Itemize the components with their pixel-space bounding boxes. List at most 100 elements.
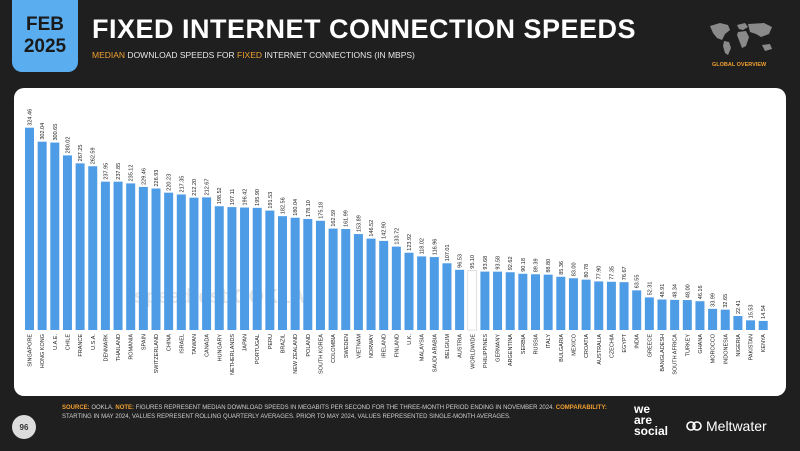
category-label: TURKEY xyxy=(685,334,691,357)
chart-bar xyxy=(278,216,287,330)
chart-bar xyxy=(695,301,705,330)
chart-bar xyxy=(189,197,199,330)
bar-value-label: 196.42 xyxy=(243,189,249,206)
bar-value-label: 182.56 xyxy=(281,197,287,214)
category-label: BELGIUM xyxy=(445,334,451,359)
bar-value-label: 220.23 xyxy=(167,174,173,191)
category-label: CHINA xyxy=(167,334,173,351)
category-label: SERBIA xyxy=(521,334,527,355)
chart-bar xyxy=(62,155,72,330)
chart-bar xyxy=(758,320,768,330)
bar-value-label: 92.62 xyxy=(508,256,514,270)
note-label: NOTE: xyxy=(115,405,135,411)
date-badge: FEB 2025 xyxy=(12,0,78,72)
chart-bar xyxy=(455,269,465,330)
category-label: COLOMBIA xyxy=(331,334,337,363)
category-label: PAKISTAN xyxy=(749,334,755,360)
chart-bar xyxy=(37,141,47,330)
subtitle-text-1: DOWNLOAD SPEEDS FOR xyxy=(125,50,237,60)
bar-value-label: 212.67 xyxy=(205,179,211,196)
bar-value-label: 229.46 xyxy=(141,168,147,185)
chart-bar xyxy=(151,188,161,330)
category-label: AUSTRALIA xyxy=(597,334,603,365)
category-label: IRELAND xyxy=(382,334,388,358)
category-label: NIGERIA xyxy=(736,334,742,357)
chart-bar xyxy=(568,278,578,330)
chart-bar xyxy=(442,263,452,330)
comparability-label: COMPARABILITY: xyxy=(555,405,607,411)
chart-bar xyxy=(606,281,616,330)
bar-value-label: 32.65 xyxy=(723,294,729,308)
category-label: ISRAEL xyxy=(179,334,185,354)
bar-value-label: 153.89 xyxy=(356,215,362,232)
page-title: FIXED INTERNET CONNECTION SPEEDS xyxy=(92,14,637,44)
chart-bar xyxy=(556,276,566,330)
chart-bar xyxy=(75,163,85,330)
chart-bar xyxy=(746,320,756,330)
category-label: POLAND xyxy=(306,334,312,357)
bar-value-label: 48.34 xyxy=(673,284,679,298)
bar-value-label: 80.78 xyxy=(584,264,590,278)
brand-we: we xyxy=(634,402,651,416)
bar-value-label: 146.52 xyxy=(369,220,375,237)
chart-bar xyxy=(113,181,123,330)
bar-chart: speedtest OOKLA324.46SINGAPORE302.04HONG… xyxy=(25,109,768,375)
bar-value-label: 280.02 xyxy=(65,137,71,154)
category-label: TAIWAN xyxy=(192,334,198,355)
chart-bar xyxy=(733,316,743,330)
bar-value-label: 46.16 xyxy=(698,285,704,299)
chart-bar xyxy=(543,274,553,330)
note-text: FIGURES REPRESENT MEDIAN DOWNLOAD SPEEDS… xyxy=(134,405,556,411)
category-label: SWEDEN xyxy=(344,334,350,358)
category-label: SOUTH AFRICA xyxy=(673,334,679,375)
brand-social: social xyxy=(634,424,669,438)
bar-value-label: 162.59 xyxy=(331,210,337,227)
chart-bar xyxy=(467,270,478,331)
category-label: CZECHIA xyxy=(609,334,615,358)
world-map-icon xyxy=(710,23,772,55)
category-label: GREECE xyxy=(647,334,653,358)
category-label: FRANCE xyxy=(78,334,84,357)
bar-value-label: 48.00 xyxy=(685,284,691,298)
meltwater-icon xyxy=(686,421,702,431)
category-label: SWITZERLAND xyxy=(154,334,160,373)
chart-bar xyxy=(531,274,540,330)
bar-value-label: 237.95 xyxy=(103,163,109,180)
bar-value-label: 89.39 xyxy=(534,258,540,272)
chart-bar xyxy=(25,127,34,330)
category-label: PERU xyxy=(268,334,274,349)
bar-value-label: 237.85 xyxy=(116,163,122,180)
chart-bar xyxy=(328,228,338,330)
category-label: KENYA xyxy=(761,334,767,353)
chart-bar xyxy=(265,210,275,330)
chart-panel: speedtest OOKLA324.46SINGAPORE302.04HONG… xyxy=(14,88,786,396)
bar-value-label: 118.02 xyxy=(420,238,426,254)
chart-bar xyxy=(682,300,692,330)
chart-bar xyxy=(252,207,262,330)
chart-bar xyxy=(164,192,174,330)
category-label: U.A.E. xyxy=(53,334,59,350)
chart-bar xyxy=(594,281,604,330)
category-label: GHANA xyxy=(698,334,704,354)
bar-value-label: 76.67 xyxy=(622,266,628,280)
footer-note: SOURCE: OOKLA. NOTE: FIGURES REPRESENT M… xyxy=(62,404,622,422)
bar-value-label: 77.35 xyxy=(609,266,615,280)
category-label: EGYPT xyxy=(622,333,628,352)
bar-value-label: 33.99 xyxy=(711,293,717,307)
category-label: PHILIPPINES xyxy=(483,334,489,368)
bar-value-label: 235.12 xyxy=(129,165,135,182)
bar-value-label: 63.55 xyxy=(635,275,641,289)
subtitle-highlight-median: MEDIAN xyxy=(92,50,126,60)
bar-value-label: 15.53 xyxy=(749,305,755,319)
category-label: CHILE xyxy=(65,334,71,351)
chart-bar xyxy=(341,228,351,330)
category-label: SAUDI ARABIA xyxy=(432,334,438,373)
bar-value-label: 95.10 xyxy=(470,255,476,269)
category-label: JAPAN xyxy=(243,334,249,351)
bar-value-label: 198.52 xyxy=(217,187,223,204)
bar-value-label: 142.90 xyxy=(382,222,388,239)
bar-value-label: 88.80 xyxy=(546,259,552,273)
chart-bar xyxy=(404,252,414,330)
subtitle-highlight-fixed: FIXED xyxy=(237,50,263,60)
chart-bar xyxy=(644,297,654,330)
